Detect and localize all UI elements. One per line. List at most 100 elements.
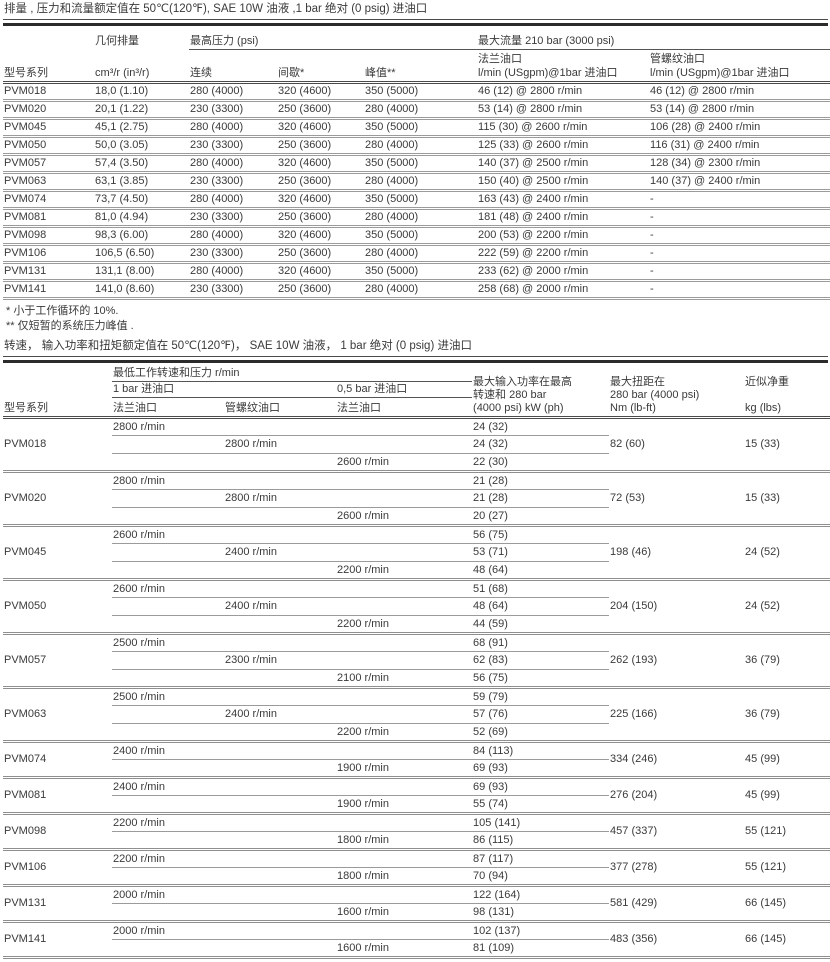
displacement-cell: 20,1 (1.22)	[94, 100, 189, 120]
geo-unit-header: cm³/r (in³/r)	[94, 49, 189, 84]
table-row: PVM106 2200 r/min 87 (117) 377 (278) 55 …	[3, 849, 830, 887]
inlet-05bar-header: 0,5 bar 进油口	[336, 381, 473, 398]
model-cell: PVM081	[3, 208, 94, 228]
table-row: PVM106 106,5 (6.50) 230 (3300) 250 (3600) 28…	[3, 244, 830, 264]
empty-cell	[224, 849, 336, 868]
table-row: PVM050 50,0 (3.05) 230 (3300) 250 (3600) 280…	[3, 136, 830, 156]
empty-cell	[336, 417, 473, 436]
model-cell: PVM131	[3, 262, 94, 282]
thread-flow-cell: -	[649, 262, 830, 282]
weight-cell: 36 (79)	[744, 633, 830, 689]
empty-cell	[112, 543, 224, 562]
torque-cell: 198 (46)	[609, 525, 745, 581]
power-cell: 81 (109)	[472, 939, 610, 959]
empty-cell	[112, 939, 224, 959]
table-row: PVM074 73,7 (4.50) 280 (4000) 320 (4600) 350…	[3, 190, 830, 210]
model-cell: PVM081	[3, 777, 112, 815]
speed-thread-1bar-cell: 2800 r/min	[224, 435, 336, 454]
empty-cell	[336, 651, 473, 670]
section1-title: 排量 , 压力和流量额定值在 50℃(120℉), SAE 10W 油液 ,1 …	[3, 2, 828, 20]
speed-flange-05bar-cell: 1600 r/min	[336, 903, 473, 923]
flange-flow-cell: 181 (48) @ 2400 r/min	[477, 208, 650, 228]
torque-cell: 262 (193)	[609, 633, 745, 689]
displacement-cell: 141,0 (8.60)	[94, 280, 189, 300]
table-row: 2400 r/min 57 (76)	[3, 705, 830, 724]
header-row-min-speed-group: 型号系列 最低工作转速和压力 r/min 最大输入功率在最高 转速和 280 b…	[3, 364, 830, 419]
model-cell: PVM141	[3, 921, 112, 959]
continuous-cell: 280 (4000)	[189, 226, 277, 246]
thread-port-flow-header: 管螺纹油口 l/min (USgpm)@1bar 进油口	[649, 49, 830, 84]
table-row: PVM074 2400 r/min 84 (113) 334 (246) 45 …	[3, 741, 830, 779]
intermittent-cell: 250 (3600)	[277, 244, 364, 264]
intermittent-header: 间歇*	[277, 49, 364, 84]
displacement-cell: 131,1 (8.00)	[94, 262, 189, 282]
weight-cell: 55 (121)	[744, 813, 830, 851]
torque-cell: 334 (246)	[609, 741, 745, 779]
empty-cell	[336, 489, 473, 508]
displacement-cell: 18,0 (1.10)	[94, 82, 189, 102]
empty-cell	[336, 813, 473, 832]
empty-cell	[224, 831, 336, 851]
power-cell: 56 (75)	[472, 525, 610, 544]
table-row: 2800 r/min 21 (28)	[3, 489, 830, 508]
table-row: 2400 r/min 53 (71)	[3, 543, 830, 562]
flange-flow-cell: 53 (14) @ 2800 r/min	[477, 100, 650, 120]
header-row-port-type: 法兰油口 管螺纹油口 法兰油口	[3, 397, 830, 419]
empty-cell	[336, 777, 473, 796]
table-row: 2400 r/min 48 (64)	[3, 597, 830, 616]
header-row-inlet-pressure: 1 bar 进油口 0,5 bar 进油口	[3, 381, 830, 398]
table-row: PVM081 81,0 (4.94) 230 (3300) 250 (3600) 280…	[3, 208, 830, 228]
min-speed-pressure-group-header: 最低工作转速和压力 r/min	[112, 364, 473, 382]
power-cell: 24 (32)	[472, 417, 610, 436]
continuous-cell: 230 (3300)	[189, 244, 277, 264]
thread-flow-cell: 116 (31) @ 2400 r/min	[649, 136, 830, 156]
power-cell: 21 (28)	[472, 489, 610, 508]
empty-cell	[224, 867, 336, 887]
torque-cell: 204 (150)	[609, 579, 745, 635]
model-cell: PVM050	[3, 579, 112, 635]
table-row: 2800 r/min 24 (32)	[3, 435, 830, 454]
peak-cell: 280 (4000)	[364, 172, 478, 192]
flange-flow-cell: 115 (30) @ 2600 r/min	[477, 118, 650, 138]
flange-flow-cell: 150 (40) @ 2500 r/min	[477, 172, 650, 192]
empty-cell	[112, 435, 224, 454]
speed-power-torque-table: 型号系列 最低工作转速和压力 r/min 最大输入功率在最高 转速和 280 b…	[3, 364, 830, 959]
empty-cell	[336, 921, 473, 940]
speed-flange-1bar-cell: 2200 r/min	[112, 813, 224, 832]
intermittent-cell: 250 (3600)	[277, 136, 364, 156]
table-row: 1900 r/min 55 (74)	[3, 795, 830, 815]
table-row: PVM057 2500 r/min 68 (91) 262 (193) 36 (…	[3, 633, 830, 689]
speed-power-table-header: 型号系列 最低工作转速和压力 r/min 最大输入功率在最高 转速和 280 b…	[3, 364, 830, 419]
speed-flange-1bar-cell: 2800 r/min	[112, 471, 224, 490]
thread-flow-cell: 53 (14) @ 2800 r/min	[649, 100, 830, 120]
flange-port-1bar-header: 法兰油口	[112, 397, 224, 419]
continuous-cell: 280 (4000)	[189, 190, 277, 210]
power-cell: 62 (83)	[472, 651, 610, 670]
weight-cell: 24 (52)	[744, 525, 830, 581]
empty-cell	[336, 543, 473, 562]
torque-cell: 225 (166)	[609, 687, 745, 743]
empty-cell	[224, 417, 336, 436]
intermittent-cell: 250 (3600)	[277, 172, 364, 192]
footnote-duty-cycle: * 小于工作循环的 10%.	[6, 304, 119, 317]
flange-flow-cell: 200 (53) @ 2200 r/min	[477, 226, 650, 246]
empty-cell	[224, 561, 336, 581]
table-row: PVM018 18,0 (1.10) 280 (4000) 320 (4600) 350…	[3, 82, 830, 102]
weight-cell: 15 (33)	[744, 471, 830, 527]
peak-cell: 350 (5000)	[364, 226, 478, 246]
intermittent-cell: 320 (4600)	[277, 154, 364, 174]
power-cell: 44 (59)	[472, 615, 610, 635]
peak-cell: 350 (5000)	[364, 262, 478, 282]
power-cell: 69 (93)	[472, 759, 610, 779]
speed-thread-1bar-cell: 2800 r/min	[224, 489, 336, 508]
displacement-cell: 57,4 (3.50)	[94, 154, 189, 174]
model-cell: PVM057	[3, 633, 112, 689]
power-cell: 122 (164)	[472, 885, 610, 904]
empty-cell	[224, 885, 336, 904]
table-row: PVM063 2500 r/min 59 (79) 225 (166) 36 (…	[3, 687, 830, 743]
speed-flange-05bar-cell: 2100 r/min	[336, 669, 473, 689]
speed-thread-1bar-cell: 2300 r/min	[224, 651, 336, 670]
continuous-cell: 230 (3300)	[189, 136, 277, 156]
peak-cell: 280 (4000)	[364, 136, 478, 156]
table-row: 1900 r/min 69 (93)	[3, 759, 830, 779]
